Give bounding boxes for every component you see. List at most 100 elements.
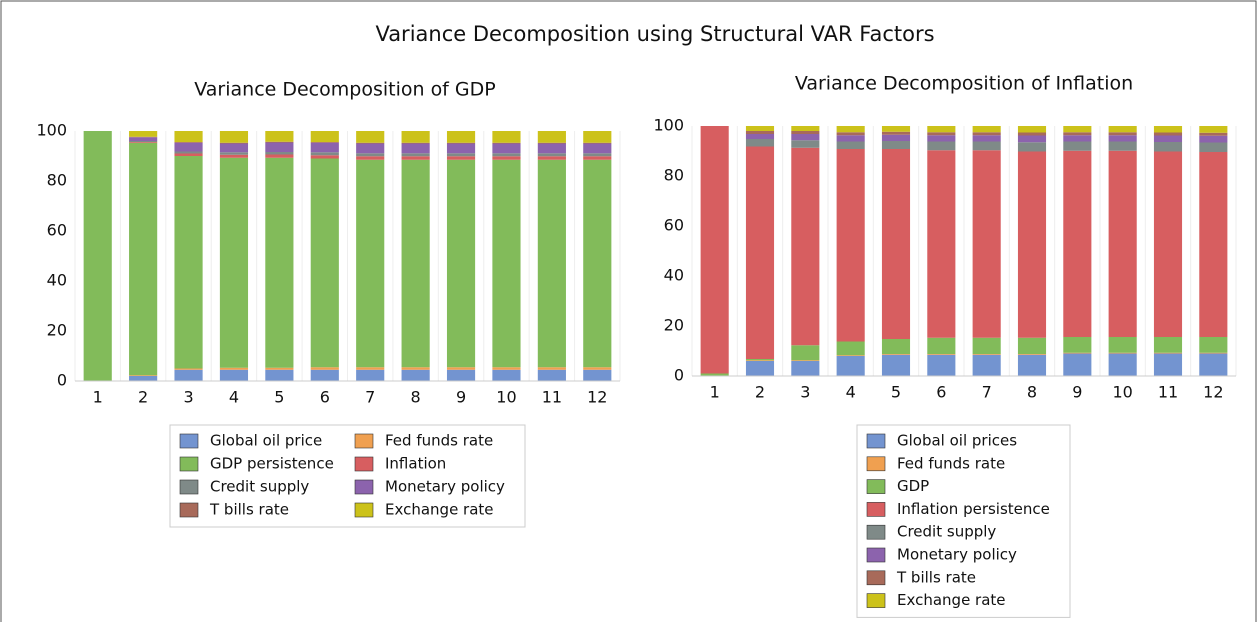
bar-segment xyxy=(927,354,956,355)
legend-swatch xyxy=(179,456,199,472)
bar-segment xyxy=(174,369,203,381)
bar-segment xyxy=(446,156,476,160)
bar-segment xyxy=(537,159,566,368)
legend-label: Credit supply xyxy=(210,478,309,496)
bar-segment xyxy=(1153,353,1183,376)
bar-segment xyxy=(446,143,476,154)
bar-segment xyxy=(174,142,203,143)
legend-swatch xyxy=(866,456,886,472)
y-tick-label: 40 xyxy=(47,271,67,290)
bar-segment xyxy=(972,150,1001,338)
bar-segment xyxy=(927,337,956,354)
bar-segment xyxy=(310,158,339,368)
bar-segment xyxy=(972,126,1001,133)
bar-segment xyxy=(174,131,203,142)
legend-swatch xyxy=(354,433,374,449)
bar-segment xyxy=(1017,126,1047,133)
bar-segment xyxy=(401,159,430,368)
bar-segment xyxy=(174,153,203,156)
bar-segment xyxy=(881,354,911,376)
bar-segment xyxy=(1017,135,1047,143)
bar-segment xyxy=(265,157,294,368)
x-tick-label: 8 xyxy=(411,388,421,407)
y-tick-label: 60 xyxy=(664,216,684,235)
bar-segment xyxy=(927,135,956,142)
bar-segment xyxy=(1017,354,1047,355)
bar-segment xyxy=(401,153,430,157)
legend-label: Global oil price xyxy=(210,432,322,450)
bar-segment xyxy=(1108,353,1137,376)
legend-box xyxy=(856,424,1071,618)
y-tick-label: 0 xyxy=(674,366,684,385)
bar-segment xyxy=(129,375,158,376)
x-tick-label: 4 xyxy=(229,388,239,407)
bar-segment xyxy=(174,142,203,152)
bar-segment xyxy=(219,367,249,370)
bar-segment xyxy=(972,141,1001,151)
bar-segment xyxy=(745,134,775,139)
bar-segment xyxy=(972,337,1001,354)
bar-segment xyxy=(537,156,566,160)
legend-swatch xyxy=(354,502,374,518)
bar-segment xyxy=(791,131,820,134)
x-tick-label: 9 xyxy=(1072,383,1082,402)
bar-segment xyxy=(1017,337,1047,354)
bar-segment xyxy=(1199,126,1228,133)
bar-segment xyxy=(537,153,566,157)
legend-swatch xyxy=(179,433,199,449)
legend-swatch xyxy=(866,593,886,608)
bar-segment xyxy=(492,142,521,144)
bar-segment xyxy=(1063,141,1092,151)
bar-segment xyxy=(1063,353,1092,376)
bar-segment xyxy=(1153,337,1183,353)
bar-segment xyxy=(745,131,775,134)
x-tick-label: 10 xyxy=(1112,383,1132,402)
bar-segment xyxy=(356,159,385,368)
bar-segment xyxy=(310,142,339,153)
bar-segment xyxy=(745,360,775,361)
bar-segment xyxy=(1199,352,1228,354)
bar-segment xyxy=(1199,135,1228,143)
legend-swatch xyxy=(866,524,886,540)
bar-segment xyxy=(700,126,729,374)
bar-segment xyxy=(492,159,521,368)
bar-segment xyxy=(310,155,339,159)
x-tick-label: 1 xyxy=(710,383,720,402)
x-tick-label: 5 xyxy=(274,388,284,407)
y-tick-label: 0 xyxy=(57,371,67,390)
x-tick-label: 7 xyxy=(365,388,375,407)
bar-segment xyxy=(492,153,521,157)
bar-segment xyxy=(583,367,612,370)
legend-label: Global oil prices xyxy=(897,432,1017,450)
bar-segment xyxy=(1108,141,1137,151)
bar-segment xyxy=(700,373,729,376)
bar-segment xyxy=(492,143,521,154)
legend-label: GDP persistence xyxy=(210,455,334,473)
bar-segment xyxy=(219,143,249,153)
bar-segment xyxy=(265,152,294,155)
bar-segment xyxy=(219,157,249,368)
bar-segment xyxy=(1108,337,1137,353)
x-tick-label: 4 xyxy=(846,383,856,402)
bar-segment xyxy=(881,131,911,135)
bar-segment xyxy=(1108,352,1137,354)
x-tick-label: 2 xyxy=(755,383,765,402)
legend-label: Fed funds rate xyxy=(385,432,493,450)
y-tick-label: 80 xyxy=(47,171,67,190)
bar-segment xyxy=(583,142,612,144)
bar-segment xyxy=(537,143,566,154)
bar-segment xyxy=(356,369,385,381)
bar-segment xyxy=(1199,152,1228,337)
bar-segment xyxy=(1063,150,1092,337)
y-tick-label: 20 xyxy=(47,321,67,340)
bar-segment xyxy=(129,137,158,141)
bar-segment xyxy=(972,354,1001,355)
bar-segment xyxy=(583,153,612,157)
bar-segment xyxy=(881,354,911,355)
bar-segment xyxy=(745,146,775,359)
bar-segment xyxy=(356,156,385,160)
y-tick-label: 20 xyxy=(664,316,684,335)
bar-segment xyxy=(836,126,865,133)
y-tick-label: 100 xyxy=(653,116,684,135)
